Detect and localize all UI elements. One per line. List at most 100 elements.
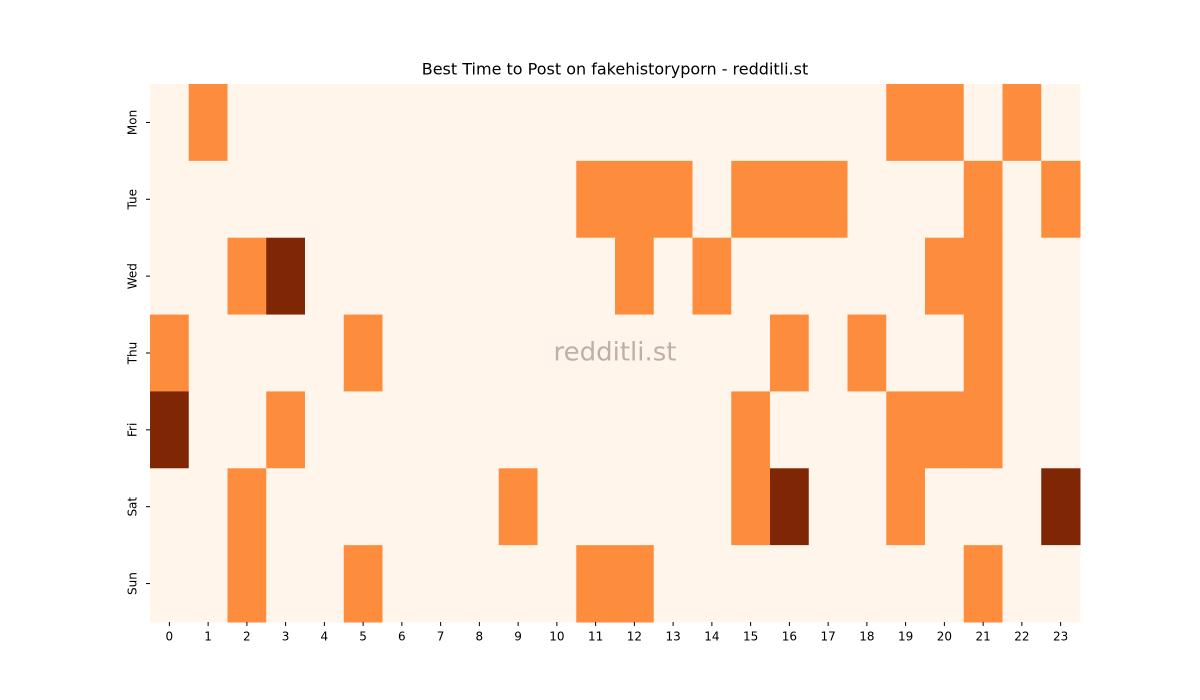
heat-cell bbox=[537, 468, 577, 546]
heat-cell bbox=[305, 468, 345, 546]
x-tick-label: 23 bbox=[1053, 630, 1068, 644]
heat-cell bbox=[808, 545, 848, 623]
heat-cell bbox=[731, 160, 771, 239]
heat-cell bbox=[343, 237, 383, 316]
heat-cell bbox=[770, 160, 810, 239]
heat-cell bbox=[266, 391, 306, 469]
heat-cell bbox=[770, 545, 810, 623]
heat-cell bbox=[188, 160, 228, 239]
heat-cell bbox=[692, 391, 732, 469]
heat-cell bbox=[537, 314, 577, 392]
heat-cell bbox=[421, 160, 461, 239]
heat-cell bbox=[576, 468, 616, 546]
heat-cell bbox=[692, 84, 732, 162]
heat-cell bbox=[847, 391, 887, 469]
heat-cell bbox=[421, 545, 461, 623]
heat-cell bbox=[886, 545, 926, 623]
x-tick-label: 6 bbox=[398, 630, 406, 644]
heat-cell bbox=[963, 391, 1003, 469]
heat-cell bbox=[227, 468, 267, 546]
heat-cell bbox=[188, 314, 228, 392]
heat-cell bbox=[460, 468, 500, 546]
watermark: redditli.st bbox=[554, 338, 677, 368]
heat-cell bbox=[305, 237, 345, 316]
heat-cell bbox=[925, 391, 965, 469]
heat-cell bbox=[615, 468, 655, 546]
heat-cell bbox=[498, 84, 538, 162]
heat-cell bbox=[731, 391, 771, 469]
heat-cell bbox=[150, 391, 190, 469]
heat-cell bbox=[1041, 314, 1081, 392]
heat-cell bbox=[498, 160, 538, 239]
heat-cell bbox=[382, 237, 422, 316]
heat-cell bbox=[925, 314, 965, 392]
heat-cell bbox=[460, 237, 500, 316]
x-tick-label: 4 bbox=[321, 630, 329, 644]
heat-cell bbox=[227, 314, 267, 392]
heat-cell bbox=[731, 84, 771, 162]
heat-cell bbox=[343, 391, 383, 469]
heat-cell bbox=[305, 160, 345, 239]
x-tick-label: 8 bbox=[476, 630, 484, 644]
heat-cell bbox=[460, 160, 500, 239]
heat-cell bbox=[1002, 468, 1042, 546]
heat-cell bbox=[886, 468, 926, 546]
heat-cell bbox=[305, 84, 345, 162]
heat-cell bbox=[886, 314, 926, 392]
heat-cell bbox=[653, 237, 693, 316]
heat-cell bbox=[808, 160, 848, 239]
x-tick-label: 21 bbox=[975, 630, 990, 644]
heat-cell bbox=[963, 314, 1003, 392]
heat-cell bbox=[925, 545, 965, 623]
heat-cell bbox=[963, 468, 1003, 546]
heat-cell bbox=[188, 545, 228, 623]
x-tick-label: 15 bbox=[743, 630, 758, 644]
heat-cell bbox=[770, 391, 810, 469]
x-tick-label: 9 bbox=[514, 630, 522, 644]
x-tick-label: 12 bbox=[627, 630, 642, 644]
heat-cell bbox=[615, 391, 655, 469]
heat-cell bbox=[770, 84, 810, 162]
heat-cell bbox=[808, 391, 848, 469]
heat-cell bbox=[847, 545, 887, 623]
x-tick-label: 10 bbox=[549, 630, 564, 644]
heat-cell bbox=[382, 545, 422, 623]
x-tick-label: 18 bbox=[859, 630, 874, 644]
heat-cell bbox=[576, 160, 616, 239]
heat-cell bbox=[498, 468, 538, 546]
heat-cell bbox=[343, 545, 383, 623]
heat-cell bbox=[343, 314, 383, 392]
heat-cell bbox=[886, 237, 926, 316]
heat-cell bbox=[1041, 160, 1081, 239]
heat-cell bbox=[615, 84, 655, 162]
heat-cell bbox=[576, 391, 616, 469]
heat-cell bbox=[847, 314, 887, 392]
heat-cell bbox=[382, 160, 422, 239]
heat-cell bbox=[1041, 545, 1081, 623]
x-tick-label: 2 bbox=[243, 630, 251, 644]
y-tick-label: Mon bbox=[126, 110, 140, 135]
heat-cell bbox=[847, 237, 887, 316]
heat-cell bbox=[615, 314, 655, 392]
heat-cell bbox=[653, 314, 693, 392]
heat-cell bbox=[808, 84, 848, 162]
heat-cell bbox=[227, 237, 267, 316]
y-tick-label: Wed bbox=[126, 263, 140, 289]
heat-cell bbox=[576, 545, 616, 623]
heat-cell bbox=[537, 545, 577, 623]
heat-cell bbox=[460, 314, 500, 392]
heat-cell bbox=[731, 468, 771, 546]
heat-cell bbox=[925, 237, 965, 316]
heat-cell bbox=[1002, 160, 1042, 239]
heat-cell bbox=[537, 84, 577, 162]
y-tick-label: Thu bbox=[126, 342, 140, 366]
heat-cell bbox=[770, 468, 810, 546]
heat-cell bbox=[653, 545, 693, 623]
heat-cell bbox=[808, 468, 848, 546]
heat-cell bbox=[576, 237, 616, 316]
x-tick-label: 11 bbox=[588, 630, 603, 644]
heat-cell bbox=[343, 160, 383, 239]
heat-cell bbox=[770, 314, 810, 392]
heat-cell bbox=[460, 391, 500, 469]
